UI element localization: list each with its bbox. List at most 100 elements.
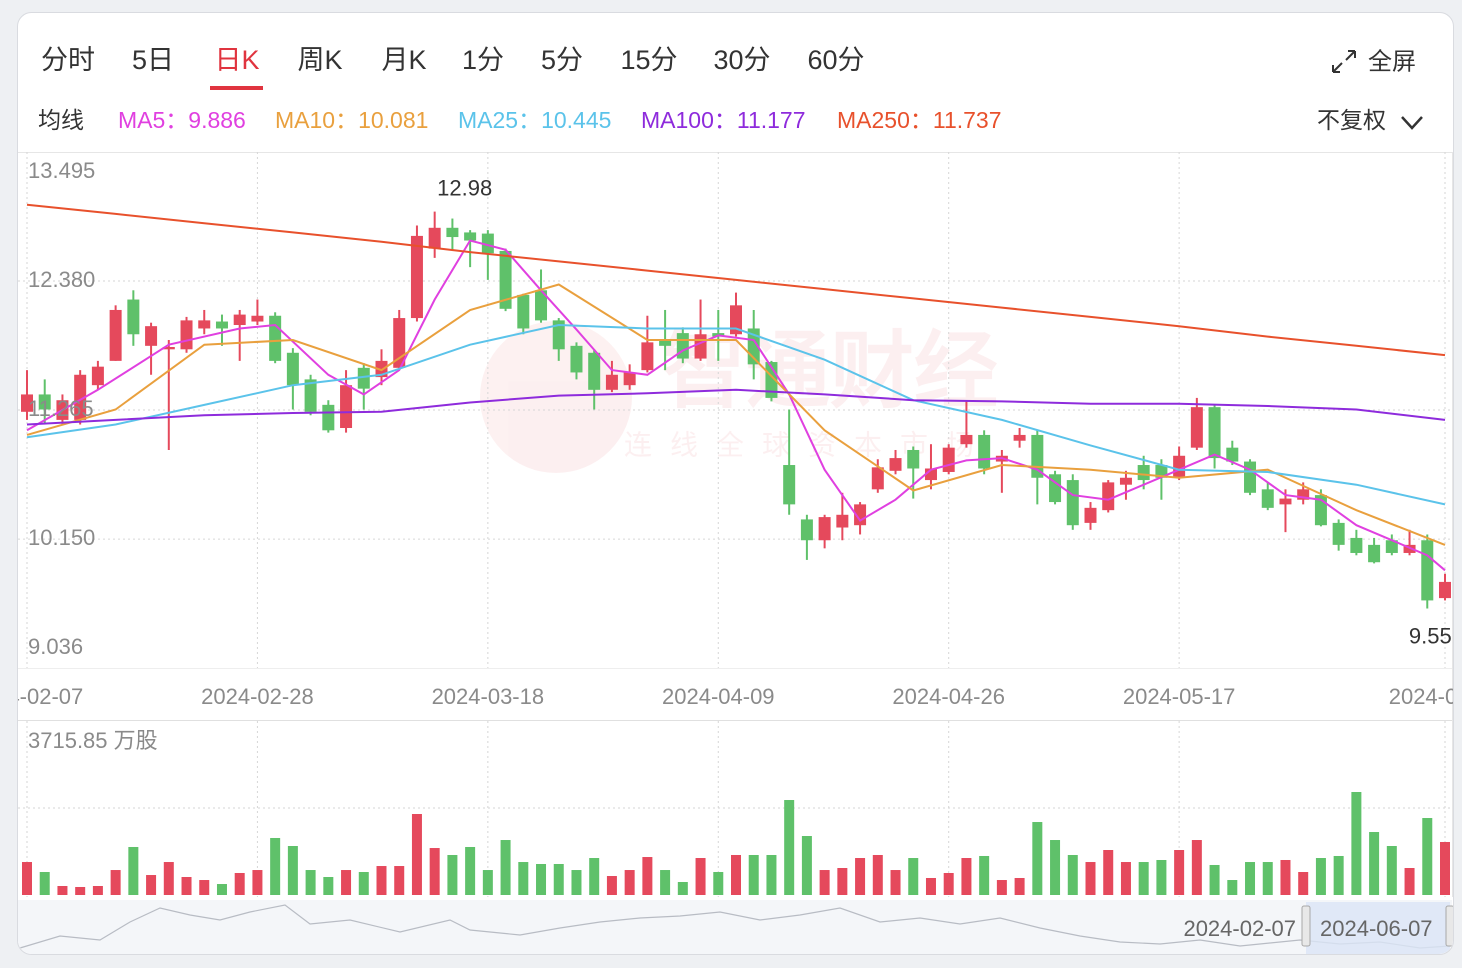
ma-line (26, 283, 1446, 546)
candle-body (588, 352, 601, 390)
candle-body (286, 352, 299, 386)
x-tick-label: 2024-06-07 (1389, 684, 1462, 709)
volume-bar (961, 858, 972, 895)
candle-body (570, 345, 583, 373)
period-tab[interactable]: 15分 (620, 45, 677, 75)
volume-bar (571, 870, 582, 895)
candle-body (676, 333, 689, 359)
volume-bar (890, 870, 901, 895)
volume-bar (482, 870, 493, 895)
candle-body (1261, 489, 1274, 508)
x-tick-label: 2024-02-07 (0, 684, 83, 709)
candle-body (960, 434, 973, 445)
candle-body (1066, 480, 1079, 526)
volume-bar (1298, 872, 1309, 895)
volume-bar (500, 840, 511, 895)
volume-bar (270, 837, 281, 895)
volume-bar (57, 886, 68, 895)
volume-bar (128, 846, 139, 895)
fullscreen-button[interactable]: 全屏 (1332, 48, 1416, 75)
candle-body (38, 394, 51, 410)
volume-bar (979, 855, 990, 895)
candle-body (340, 385, 353, 428)
volume-bar (624, 870, 635, 895)
volume-bar (943, 872, 954, 895)
candle-body (91, 366, 104, 386)
candle-body (783, 465, 796, 505)
card (17, 12, 1454, 955)
period-tab[interactable]: 30分 (713, 45, 770, 75)
period-tab[interactable]: 60分 (807, 45, 864, 75)
volume-bar (376, 866, 387, 895)
candle-body (978, 434, 991, 469)
volume-bar (1386, 845, 1397, 895)
period-tab[interactable]: 日K (214, 45, 259, 75)
navigator-start: 2024-02-07 (1183, 916, 1296, 941)
volume-bar (287, 845, 298, 895)
candle-body (800, 519, 813, 541)
period-tab[interactable]: 月K (381, 45, 426, 75)
volume-bar (553, 863, 564, 895)
volume-pane: 3715.85 万股 (22, 728, 1450, 895)
candle-body (942, 447, 955, 472)
y-tick-label: 9.036 (28, 634, 83, 659)
candle-body (180, 320, 193, 350)
candle-body (694, 334, 707, 359)
period-tab[interactable]: 分时 (41, 45, 95, 75)
navigator-handle-left[interactable] (1301, 905, 1311, 947)
candle-body (74, 374, 87, 420)
volume-bar (872, 854, 883, 895)
volume-bar (1138, 862, 1149, 895)
fullscreen-label[interactable]: 全屏 (1368, 48, 1416, 75)
volume-bar (22, 862, 32, 895)
period-tab[interactable]: 5分 (541, 45, 583, 75)
candle-body (1403, 544, 1416, 553)
y-tick-label: 12.380 (28, 267, 95, 292)
candle-body (481, 233, 494, 254)
volume-bar (518, 862, 529, 895)
volume-bar (801, 836, 812, 895)
candle-body (1385, 540, 1398, 553)
volume-bar (447, 854, 458, 895)
fullscreen-icon[interactable] (1332, 50, 1356, 73)
candle-body (517, 294, 530, 329)
volume-bar (305, 870, 316, 895)
volume-bar (589, 858, 600, 895)
legend-entry: MA25：10.445 (458, 107, 611, 133)
volume-bar (996, 880, 1007, 895)
active-tab-underline (210, 86, 263, 90)
candle-body (410, 235, 423, 319)
candle-body (251, 315, 264, 322)
period-tab[interactable]: 周K (297, 45, 342, 75)
navigator[interactable]: 2024-02-07 2024-06-07 (18, 900, 1454, 955)
candle-body (907, 449, 920, 469)
candle-body (1013, 434, 1026, 441)
volume-bar (837, 868, 848, 895)
high-annotation: 12.98 (437, 175, 492, 200)
volume-bar (110, 870, 121, 895)
volume-bar (216, 884, 227, 895)
volume-bar (1280, 859, 1291, 895)
candle-body (871, 467, 884, 490)
volume-bar (394, 866, 405, 895)
navigator-line (19, 904, 1451, 949)
dropdown-chevron[interactable] (1401, 116, 1423, 130)
navigator-selection[interactable] (1306, 902, 1450, 954)
candle-body (322, 404, 335, 431)
volume-bar (1103, 850, 1114, 895)
volume-bar (660, 870, 671, 895)
candle-body (1226, 447, 1239, 462)
period-tab[interactable]: 1分 (462, 45, 504, 75)
volume-bar (1227, 880, 1238, 895)
volume-bar (784, 800, 795, 895)
adjust-dropdown[interactable]: 不复权 (1317, 107, 1423, 133)
volume-bar (713, 872, 724, 895)
period-tab[interactable]: 5日 (132, 45, 174, 75)
candle-body (1119, 477, 1132, 485)
candle-body (730, 305, 742, 335)
navigator-handle-right[interactable] (1445, 905, 1454, 947)
candle-body (127, 299, 140, 335)
volume-bar (358, 872, 369, 895)
adjust-label[interactable]: 不复权 (1317, 107, 1386, 133)
